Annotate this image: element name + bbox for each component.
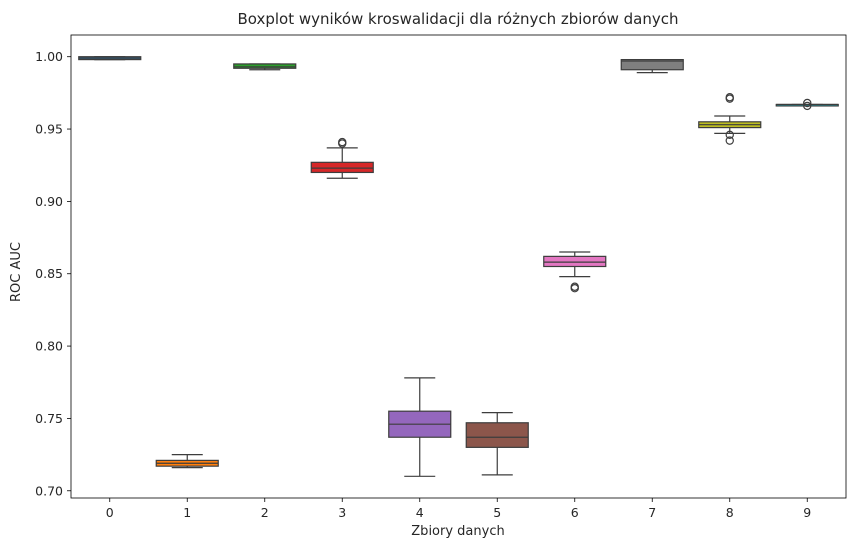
box-6 bbox=[543, 255, 607, 268]
y-tick-label: 0.95 bbox=[35, 122, 63, 137]
x-tick-label: 7 bbox=[648, 505, 656, 520]
axes-frame bbox=[70, 34, 847, 499]
chart-title: Boxplot wyników kroswalidacji dla różnyc… bbox=[237, 10, 678, 28]
x-tick-label: 6 bbox=[571, 505, 579, 520]
outlier-point bbox=[803, 98, 812, 108]
outlier-point bbox=[725, 136, 734, 145]
outlier-point bbox=[570, 282, 579, 291]
x-tick-label: 9 bbox=[803, 505, 811, 520]
y-tick-label: 0.75 bbox=[35, 411, 63, 426]
x-tick-label: 1 bbox=[183, 505, 191, 520]
outlier-point bbox=[803, 101, 812, 111]
y-tick-label: 0.85 bbox=[35, 266, 63, 281]
plot-area: 0.70 0.75 0.80 0.85 0.90 0.95 1.00 0 1 2 3 4 5 6 7 8 9 bbox=[35, 34, 847, 520]
box-2 bbox=[233, 63, 297, 69]
y-tick-label: 1.00 bbox=[35, 49, 63, 64]
outlier-point bbox=[725, 93, 734, 102]
outlier-point bbox=[725, 130, 734, 140]
x-tick-label: 4 bbox=[416, 505, 424, 520]
x-tick-label: 5 bbox=[493, 505, 501, 520]
box-7 bbox=[620, 58, 684, 71]
y-tick-label: 0.80 bbox=[35, 339, 63, 354]
y-tick-label: 0.70 bbox=[35, 483, 63, 498]
box-3 bbox=[310, 161, 374, 174]
y-tick-label: 0.90 bbox=[35, 194, 63, 209]
x-tick-label: 3 bbox=[338, 505, 346, 520]
outlier-point bbox=[338, 137, 347, 147]
box-5 bbox=[465, 422, 529, 448]
y-axis-label: ROC AUC bbox=[9, 242, 24, 302]
x-tick-label: 0 bbox=[106, 505, 114, 520]
x-tick-label: 2 bbox=[261, 505, 269, 520]
x-axis-label: Zbiory danych bbox=[411, 524, 504, 539]
x-tick-label: 8 bbox=[726, 505, 734, 520]
